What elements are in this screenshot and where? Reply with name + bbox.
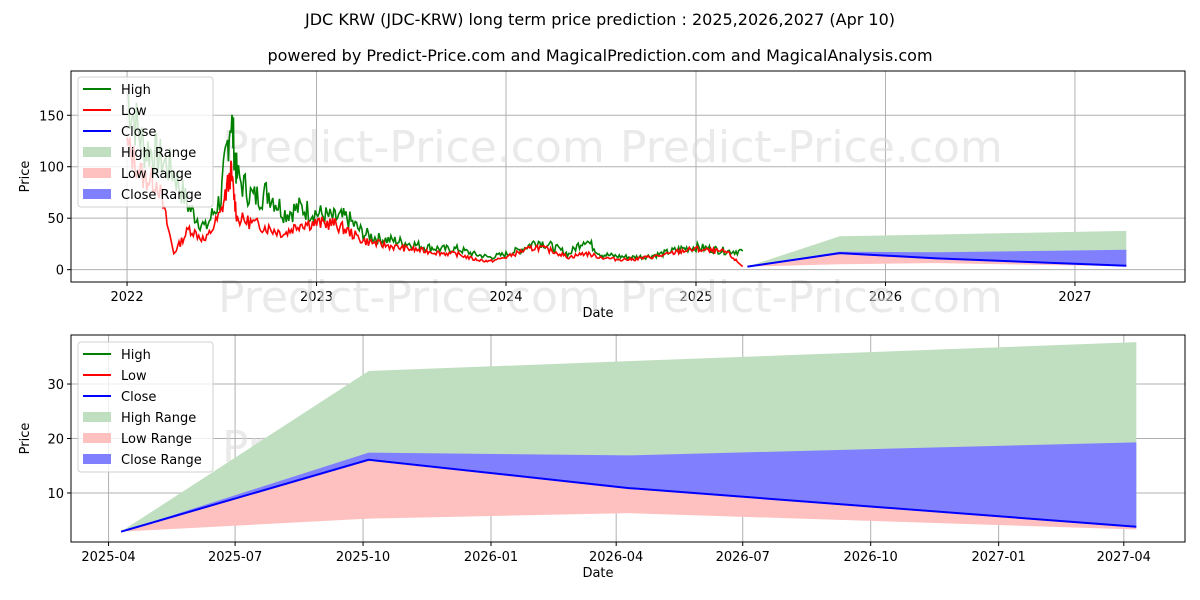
series — [120, 342, 1137, 533]
low-range-area — [121, 459, 1137, 532]
y-tick-label: 20 — [47, 433, 64, 448]
legend-swatch-patch — [83, 147, 111, 157]
y-axis-label: Price — [18, 423, 33, 455]
x-tick-label: 2024 — [489, 290, 522, 305]
watermark-text: Predict-Price.com — [218, 272, 601, 320]
low-line — [126, 137, 744, 268]
x-tick-label: 2025-04 — [81, 550, 135, 565]
chart-title: JDC KRW (JDC-KRW) long term price predic… — [305, 10, 895, 29]
legend-label: Close — [121, 125, 156, 140]
y-tick-label: 10 — [47, 487, 64, 502]
watermark-text: Predict-Price.com — [620, 122, 1003, 173]
legend-label: Low Range — [121, 432, 192, 447]
legend-label: High — [121, 348, 151, 363]
plot-frame — [70, 334, 1186, 543]
legend-label: Low — [121, 104, 147, 119]
grid: 2022 2023 2024 2025 2026 2027 0 50 100 150 — [39, 71, 1185, 305]
x-tick-label: 2026-07 — [716, 550, 770, 565]
legend-label: Close — [121, 390, 156, 405]
chart-subtitle: powered by Predict-Price.com and Magical… — [267, 46, 933, 65]
x-tick-label: 2025-07 — [208, 550, 262, 565]
legend-label: Low Range — [121, 167, 192, 182]
series — [126, 93, 1127, 268]
x-tick-label: 2022 — [111, 290, 144, 305]
legend-label: Close Range — [121, 188, 202, 203]
x-tick-label: 2027-01 — [971, 550, 1025, 565]
y-tick-label: 100 — [39, 161, 64, 176]
x-axis-label: Date — [582, 566, 613, 581]
x-tick-label: 2023 — [300, 290, 333, 305]
x-tick-label: 2026-01 — [464, 550, 518, 565]
legend-label: High — [121, 83, 151, 98]
x-axis-label: Date — [582, 306, 613, 320]
legend-label: High Range — [121, 411, 196, 426]
close-line — [747, 252, 1127, 268]
x-tick-label: 2027-04 — [1097, 550, 1151, 565]
legend-swatch-patch — [83, 454, 111, 464]
historical-price-chart: 2022 2023 2024 2025 2026 2027 0 50 100 150 Date Pri… — [18, 70, 1186, 320]
legend-label: Close Range — [121, 453, 202, 468]
watermark-text: Predict-Price.com — [620, 272, 1003, 320]
y-tick-label: 50 — [47, 212, 64, 227]
y-tick-label: 150 — [39, 109, 64, 124]
legend: High Low Close High Range Low Range Close Ran… — [77, 76, 214, 208]
y-axis-label: Price — [18, 161, 33, 193]
y-tick-label: 30 — [47, 378, 64, 393]
x-tick-label: 2027 — [1058, 290, 1091, 305]
plot-frame — [70, 70, 1186, 283]
x-tick-label: 2026-04 — [589, 550, 643, 565]
close-line — [120, 458, 1137, 533]
legend-box — [77, 76, 214, 208]
legend-box — [77, 341, 214, 473]
legend-label: Low — [121, 369, 147, 384]
x-tick-label: 2026 — [869, 290, 902, 305]
legend-swatch-patch — [83, 412, 111, 422]
y-tick-label: 0 — [56, 264, 64, 279]
x-tick-label: 2025-10 — [336, 550, 390, 565]
watermark-text: Predict-Price.com — [222, 122, 605, 173]
low-range-area — [747, 253, 1127, 267]
legend-swatch-patch — [83, 433, 111, 443]
close-range-area — [121, 442, 1137, 532]
legend-swatch-patch — [83, 168, 111, 178]
legend-swatch-patch — [83, 189, 111, 199]
x-tick-label: 2025 — [679, 290, 712, 305]
legend-label: High Range — [121, 146, 196, 161]
x-tick-label: 2026-10 — [844, 550, 898, 565]
legend: High Low Close High Range Low Range Close Ran… — [77, 341, 214, 473]
